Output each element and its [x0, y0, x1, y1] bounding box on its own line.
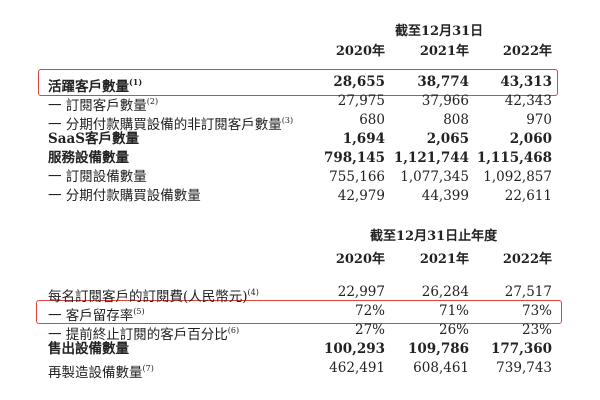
- table-row: 一 分期付款購買設備的非訂閱客戶數量(3) 680 808 970: [0, 111, 600, 133]
- row-label-text: 售出設備數量: [48, 341, 129, 357]
- cell-value: 37,966: [421, 93, 469, 109]
- footnote-marker: (4): [247, 288, 259, 297]
- table-row: 活躍客戶數量(1) 28,655 38,774 43,313: [0, 73, 600, 95]
- row-label: SaaS客戶數量: [48, 130, 139, 149]
- cell-value: 608,461: [413, 360, 469, 376]
- section2-header: 截至12月31日止年度: [370, 229, 498, 244]
- section2-year: 2021年: [419, 252, 469, 267]
- table-row: 再製造設備數量(7) 462,491 608,461 739,743: [0, 359, 600, 381]
- row-label: 活躍客戶數量(1): [48, 73, 142, 97]
- cell-value: 73%: [521, 303, 552, 319]
- cell-value: 22,997: [337, 284, 385, 300]
- row-label: 一 分期付款購買設備數量: [48, 187, 201, 206]
- row-label-text: 一 分期付款購買設備數量: [48, 188, 201, 204]
- section1-year: 2022年: [502, 44, 552, 59]
- cell-value: 28,655: [333, 74, 385, 90]
- row-label-text: 每名訂閱客戶的訂閱費(人民幣元): [48, 289, 248, 305]
- row-label: 售出設備數量: [48, 340, 129, 359]
- row-label-text: 一 訂閱客戶數量: [48, 98, 147, 114]
- footnote-marker: (3): [281, 116, 294, 125]
- cell-value: 42,979: [337, 188, 385, 204]
- row-label-text: SaaS客戶數量: [48, 131, 139, 147]
- section2-year: 2020年: [335, 252, 385, 267]
- row-label-text: 一 訂閱設備數量: [48, 169, 147, 185]
- cell-value: 1,694: [342, 131, 385, 147]
- cell-value: 739,743: [496, 360, 552, 376]
- section1-year: 2020年: [335, 44, 385, 59]
- cell-value: 38,774: [417, 74, 469, 90]
- row-label: 一 分期付款購買設備的非訂閱客戶數量(3): [48, 111, 293, 135]
- row-label-text: 一 提前終止訂閱的客戶百分比: [48, 327, 228, 343]
- cell-value: 26,284: [421, 284, 469, 300]
- table-row: 售出設備數量 100,293 109,786 177,360: [0, 340, 600, 359]
- cell-value: 680: [359, 112, 385, 128]
- highlight-box-active-customers: [38, 69, 558, 96]
- footnote-marker: (1): [129, 77, 143, 87]
- row-label-text: 再製造設備數量: [48, 365, 143, 381]
- cell-value: 109,786: [407, 341, 469, 357]
- row-label-text: 服務設備數量: [48, 150, 129, 166]
- footnote-marker: (6): [227, 326, 240, 335]
- cell-value: 970: [526, 112, 552, 128]
- table-row: 一 訂閱客戶數量(2) 27,975 37,966 42,343: [0, 92, 600, 114]
- table-row: 一 提前終止訂閱的客戶百分比(6) 27% 26% 23%: [0, 321, 600, 343]
- table-row: 每名訂閱客戶的訂閱費(人民幣元)(4) 22,997 26,284 27,517: [0, 283, 600, 305]
- cell-value: 27,517: [504, 284, 552, 300]
- cell-value: 798,145: [323, 150, 385, 166]
- cell-value: 1,077,345: [400, 169, 469, 185]
- row-label: 一 提前終止訂閱的客戶百分比(6): [48, 321, 239, 345]
- cell-value: 43,313: [500, 74, 552, 90]
- cell-value: 177,360: [490, 341, 552, 357]
- row-label: 一 客戶留存率(5): [48, 302, 145, 326]
- cell-value: 72%: [354, 303, 385, 319]
- cell-value: 1,092,857: [483, 169, 552, 185]
- cell-value: 1,115,468: [476, 150, 552, 166]
- cell-value: 44,399: [421, 188, 469, 204]
- cell-value: 1,121,744: [393, 150, 469, 166]
- section2-year: 2022年: [502, 252, 552, 267]
- table-row: 服務設備數量 798,145 1,121,744 1,115,468: [0, 149, 600, 168]
- cell-value: 755,166: [329, 169, 385, 185]
- section1-year: 2021年: [419, 44, 469, 59]
- cell-value: 27%: [354, 322, 385, 338]
- table-row: 一 訂閱設備數量 755,166 1,077,345 1,092,857: [0, 168, 600, 187]
- row-label: 再製造設備數量(7): [48, 359, 154, 383]
- table-row: 一 客戶留存率(5) 72% 71% 73%: [0, 302, 600, 324]
- table-row: SaaS客戶數量 1,694 2,065 2,060: [0, 130, 600, 149]
- cell-value: 27,975: [337, 93, 385, 109]
- cell-value: 71%: [438, 303, 469, 319]
- section1-header: 截至12月31日: [395, 24, 484, 39]
- row-label-text: 一 分期付款購買設備的非訂閱客戶數量: [48, 117, 282, 133]
- cell-value: 26%: [438, 322, 469, 338]
- cell-value: 42,343: [504, 93, 552, 109]
- table-row: 一 分期付款購買設備數量 42,979 44,399 22,611: [0, 187, 600, 206]
- footnote-marker: (5): [133, 307, 145, 316]
- row-label-text: 一 客戶留存率: [48, 308, 134, 324]
- cell-value: 808: [443, 112, 469, 128]
- highlight-box-retention-rate: [36, 300, 562, 324]
- row-label: 每名訂閱客戶的訂閱費(人民幣元)(4): [48, 283, 259, 307]
- cell-value: 2,060: [509, 131, 552, 147]
- row-label-text: 活躍客戶數量: [48, 79, 129, 95]
- cell-value: 462,491: [329, 360, 385, 376]
- cell-value: 2,065: [426, 131, 469, 147]
- row-label: 一 訂閱客戶數量(2): [48, 92, 158, 116]
- row-label: 一 訂閱設備數量: [48, 168, 147, 187]
- cell-value: 100,293: [323, 341, 385, 357]
- row-label: 服務設備數量: [48, 149, 129, 168]
- cell-value: 22,611: [504, 188, 552, 204]
- footnote-marker: (7): [142, 364, 154, 373]
- footnote-marker: (2): [146, 97, 159, 106]
- cell-value: 23%: [521, 322, 552, 338]
